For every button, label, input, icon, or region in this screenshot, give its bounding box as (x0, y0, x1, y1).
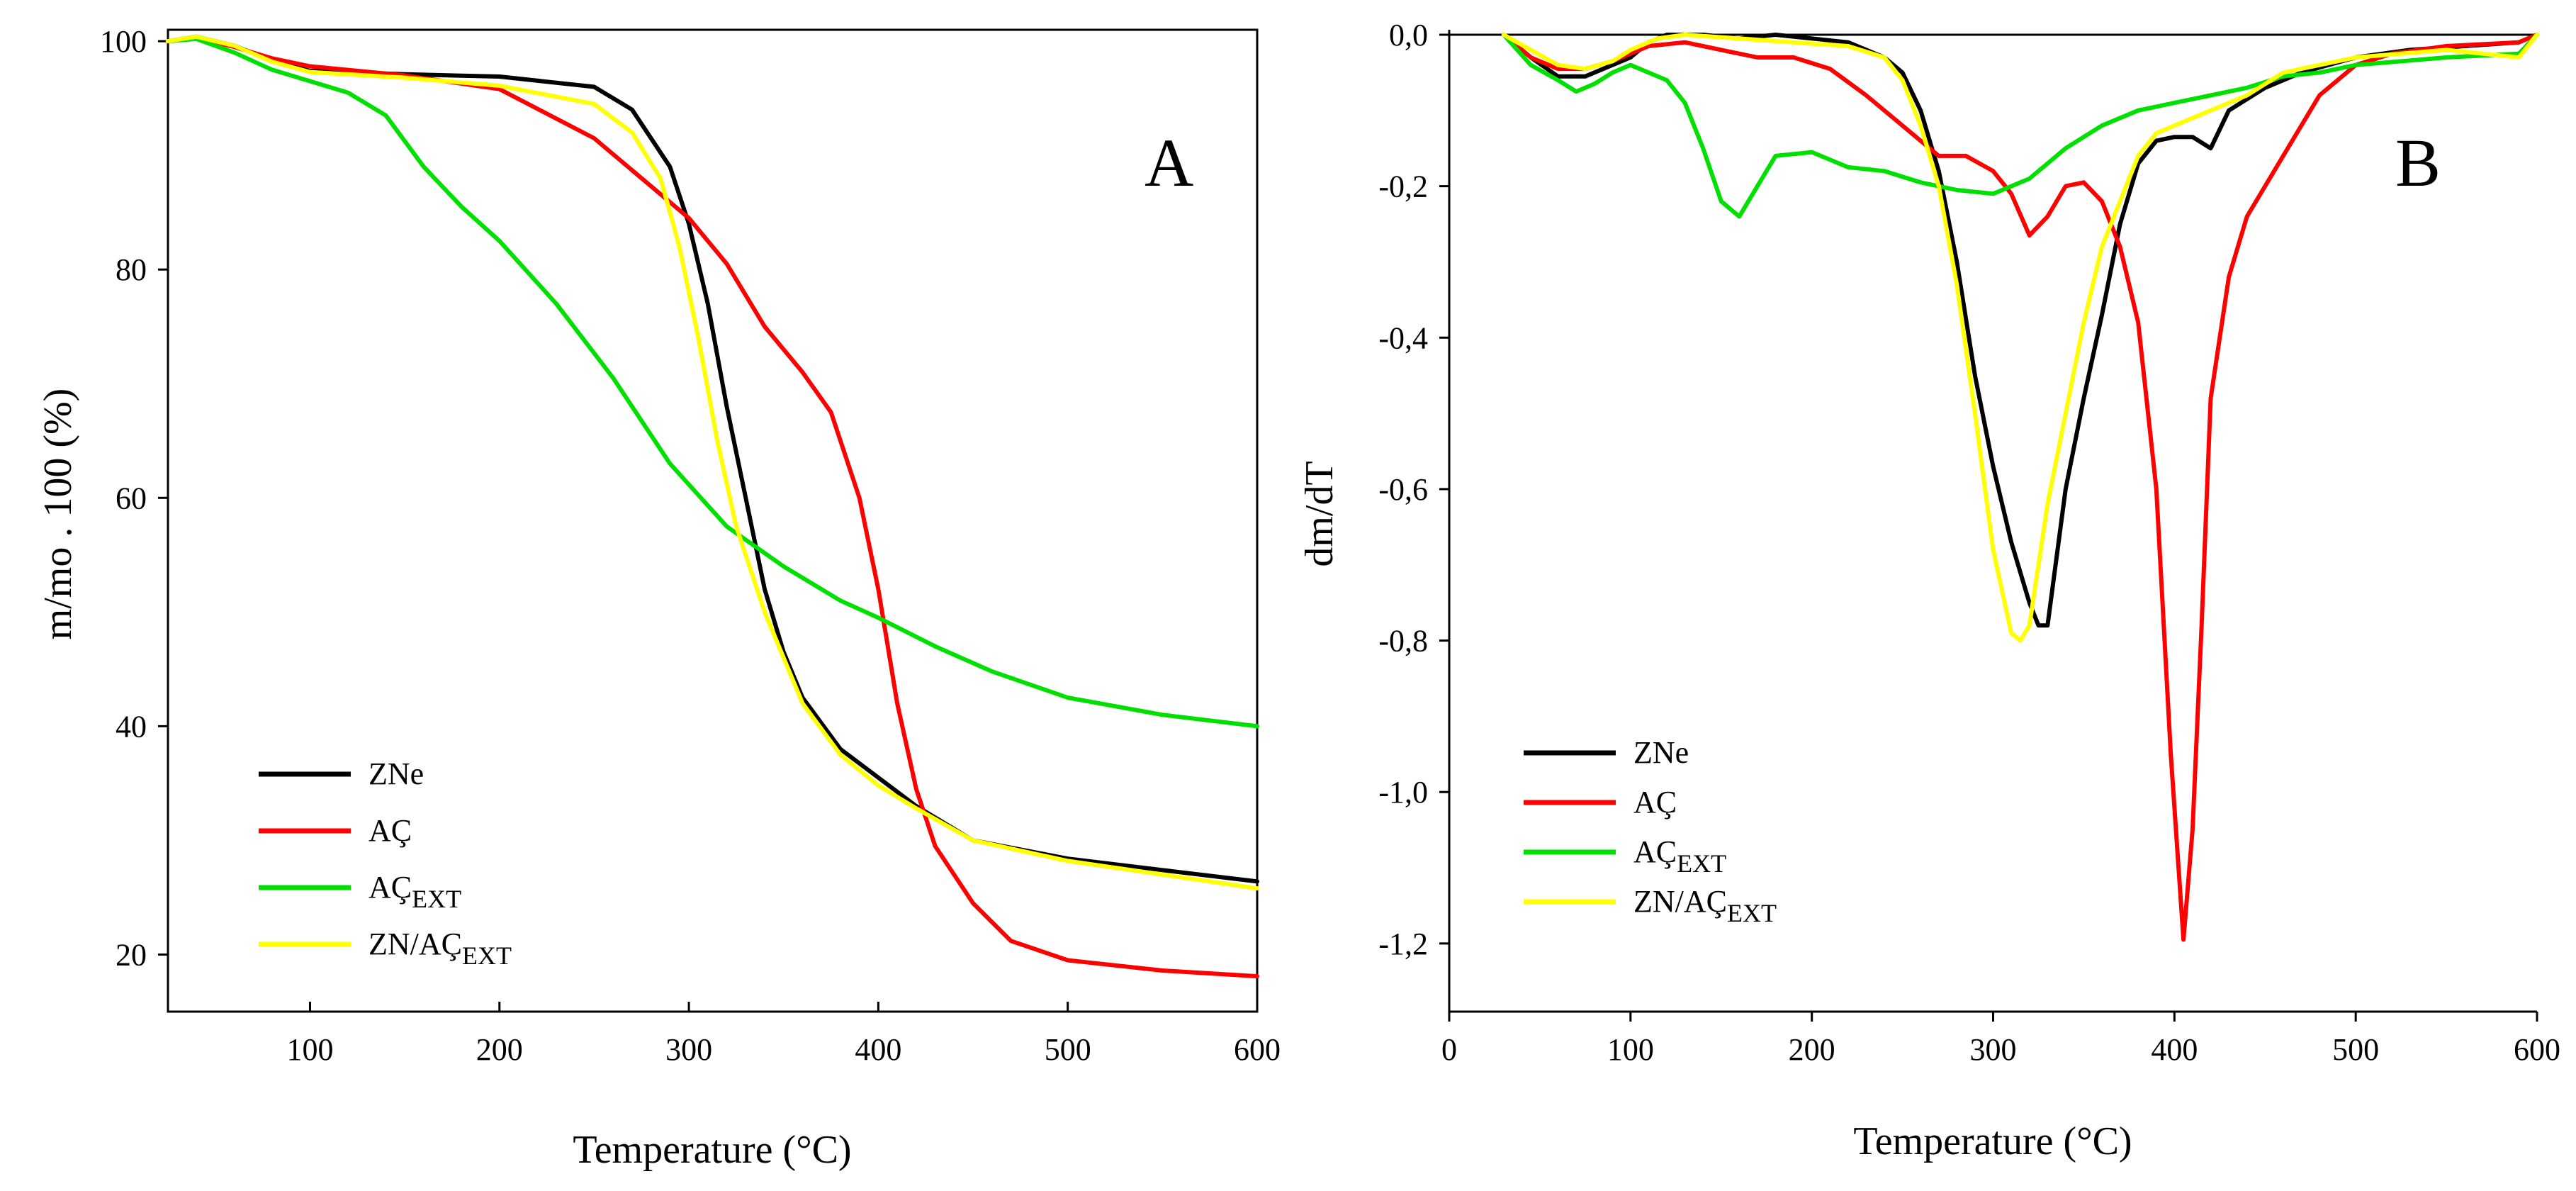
panel-a-x-tick-label: 100 (286, 1032, 333, 1067)
panel-b-x-tick-label: 200 (1789, 1032, 1835, 1067)
panel-b-legend-label: ZN/AÇEXT (1633, 884, 1777, 927)
panel-b-x-tick-label: 0 (1441, 1032, 1457, 1067)
panel-b-legend-label: AÇ (1633, 785, 1677, 820)
panel-b-legend: ZNe AÇ AÇEXT ZN/AÇEXT (1524, 735, 1777, 927)
panel-a-x-tick-label: 600 (1234, 1032, 1281, 1067)
panel-b-label: B (2395, 125, 2441, 201)
panel-a-y-tick-label: 60 (116, 481, 147, 515)
panel-b-y-tick-label: -1,0 (1378, 775, 1428, 810)
panel-b-y-tick-label: 0,0 (1389, 18, 1428, 52)
panel-b-series-a-ext (1501, 33, 2539, 219)
panel-a-x-tick-label: 200 (476, 1032, 523, 1067)
panel-a-legend-label: ZNe (369, 756, 424, 791)
panel-b-x-tick-label: 300 (1970, 1032, 2017, 1067)
panel-a-frame (167, 28, 1259, 1013)
panel-b-chart: 0 100 200 300 400 500 600 0,0 -0,2 -0,4 -0,6 -0,8 -1… (1298, 18, 2560, 1163)
panel-b-series (1501, 33, 2539, 942)
panel-a-ylabel: m/mo . 100 (%) (36, 388, 80, 640)
panel-b-series-a- (1501, 33, 2539, 942)
panel-a-x-tick-label: 400 (855, 1032, 901, 1067)
panel-a-y-tick-label: 80 (116, 252, 147, 287)
panel-a-series-a-ext (166, 36, 1259, 729)
panel-a-xlabel: Temperature (°C) (573, 1128, 851, 1172)
panel-b-ticks: 0 100 200 300 400 500 600 0,0 -0,2 -0,4 -0,6 -0,8 -1… (1378, 18, 2560, 1067)
panel-b-y-tick-label: -0,4 (1378, 320, 1428, 355)
panel-b-xlabel: Temperature (°C) (1853, 1119, 2132, 1163)
panel-b-y-tick-label: -1,2 (1378, 927, 1428, 961)
panel-b-x-tick-label: 600 (2514, 1032, 2560, 1067)
panel-a-y-tick-label: 40 (116, 709, 147, 744)
panel-b-series-zn-a-ext (1501, 33, 2539, 643)
panel-a-legend-label: AÇ (369, 813, 412, 848)
panel-b-x-tick-label: 100 (1607, 1032, 1654, 1067)
panel-b-x-tick-label: 400 (2151, 1032, 2198, 1067)
panel-b-y-tick-label: -0,8 (1378, 624, 1428, 659)
panel-a-y-tick-label: 20 (116, 937, 147, 972)
panel-a-series (166, 34, 1259, 979)
panel-a-label: A (1144, 125, 1193, 201)
panel-b-legend-label: ZNe (1633, 735, 1689, 770)
panel-b-legend-subscript: EXT (1727, 899, 1777, 927)
panel-b-y-tick-label: -0,6 (1378, 472, 1428, 507)
panel-a-series-zn-a-ext (166, 34, 1259, 891)
panel-a-y-tick-label: 100 (100, 24, 147, 59)
panel-b-legend-subscript: EXT (1677, 849, 1726, 878)
panel-b-legend-label: AÇEXT (1633, 834, 1726, 878)
panel-a-series-a- (166, 35, 1259, 979)
panel-a-ticks: 100 200 300 400 500 600 20 40 60 80 100 (100, 24, 1281, 1067)
panel-a-x-tick-label: 500 (1045, 1032, 1091, 1067)
panel-b-series-zne (1501, 33, 2539, 628)
panel-a-legend-subscript: EXT (412, 885, 461, 913)
panel-a-legend-subscript: EXT (462, 941, 512, 970)
panel-a-x-tick-label: 300 (665, 1032, 712, 1067)
panel-b-y-tick-label: -0,2 (1378, 169, 1428, 204)
panel-b-ylabel: dm/dT (1298, 461, 1342, 566)
panel-b-x-tick-label: 500 (2332, 1032, 2379, 1067)
panel-a-chart: 100 200 300 400 500 600 20 40 60 80 100 A Temperat… (36, 24, 1281, 1172)
